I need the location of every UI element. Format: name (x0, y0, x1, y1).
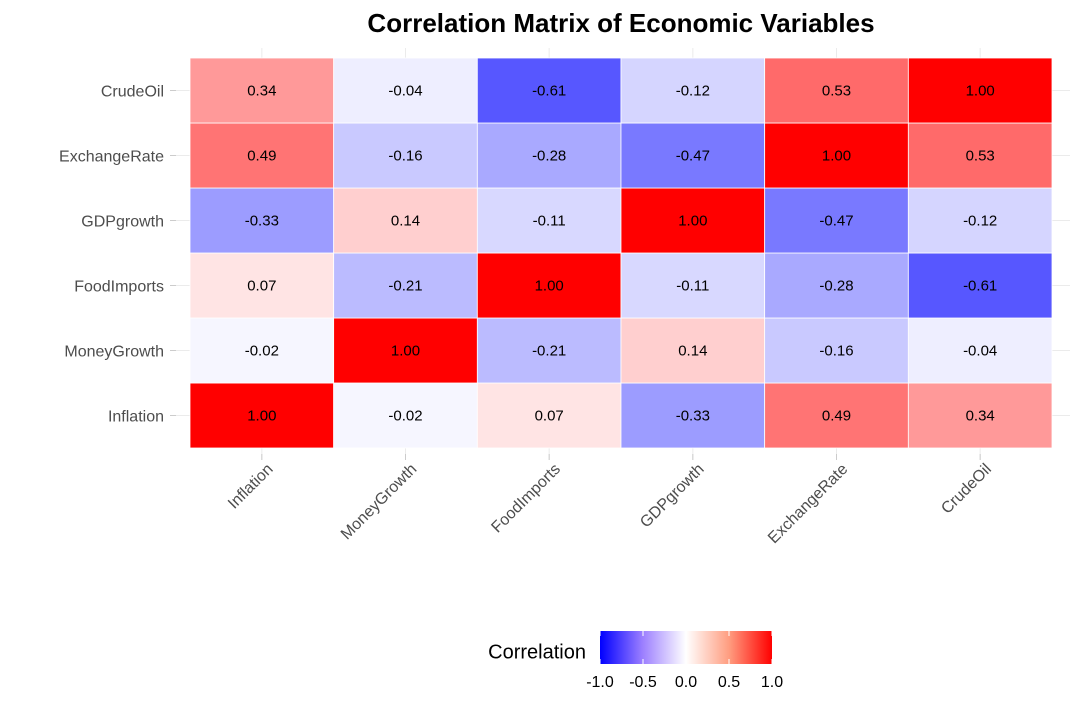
cell-value-label: -0.16 (819, 343, 853, 360)
cell-value-label: 0.53 (822, 83, 851, 100)
x-tick-label-exchangerate: ExchangeRate (765, 461, 851, 547)
heatmap-cell-moneygrowth-exchangerate (764, 317, 909, 384)
cell-value-label: -0.33 (245, 213, 279, 230)
heatmap-cell-moneygrowth-foodimports (476, 317, 622, 384)
heatmap-cell-crudeoil-crudeoil (907, 57, 1053, 124)
x-tick-label-moneygrowth: MoneyGrowth (338, 461, 420, 543)
cell-value-label: -0.11 (533, 213, 566, 230)
cell-value-label: -0.21 (388, 278, 422, 295)
cell-value-label: -0.47 (676, 148, 710, 165)
y-tick-label-crudeoil: CrudeOil (101, 84, 164, 101)
heatmap-cell-crudeoil-foodimports (476, 57, 622, 124)
heatmap-cell-crudeoil-exchangerate (764, 57, 909, 124)
x-tick-label-inflation: Inflation (225, 461, 277, 513)
cell-value-label: 0.53 (966, 148, 995, 165)
heatmap-cell-inflation-gdpgrowth (620, 382, 766, 449)
cell-value-label: -0.02 (388, 408, 422, 425)
heatmap-cell-inflation-inflation (189, 382, 335, 449)
heatmap-cell-moneygrowth-crudeoil (907, 317, 1053, 384)
heatmap-cell-foodimports-inflation (189, 252, 335, 319)
heatmap-cell-inflation-crudeoil (907, 382, 1053, 449)
legend-tick-label: 0.0 (675, 674, 697, 691)
heatmap-cell-exchangerate-moneygrowth (333, 122, 478, 189)
heatmap-cell-gdpgrowth-exchangerate (764, 187, 909, 254)
y-tick-label-inflation: Inflation (108, 409, 164, 426)
cell-value-label: 0.49 (247, 148, 276, 165)
y-tick-label-exchangerate: ExchangeRate (59, 149, 164, 166)
cell-value-label: -0.28 (532, 148, 566, 165)
cell-value-label: -0.47 (819, 213, 853, 230)
heatmap-cell-inflation-foodimports (476, 382, 622, 449)
heatmap-cell-gdpgrowth-foodimports (476, 187, 622, 254)
cell-value-label: -0.02 (245, 343, 279, 360)
cell-value-label: -0.12 (676, 83, 710, 100)
x-tick-label-foodimports: FoodImports (488, 461, 564, 537)
heatmap-cell-gdpgrowth-crudeoil (907, 187, 1053, 254)
heatmap-cell-moneygrowth-moneygrowth (333, 317, 478, 384)
cell-value-label: -0.28 (819, 278, 853, 295)
cell-value-label: -0.61 (532, 83, 566, 100)
cell-value-label: 1.00 (966, 83, 995, 100)
heatmap-cell-foodimports-moneygrowth (333, 252, 478, 319)
heatmap-cell-foodimports-crudeoil (907, 252, 1053, 319)
cell-value-label: 0.34 (247, 83, 276, 100)
x-tick-label-gdpgrowth: GDPgrowth (637, 461, 708, 532)
heatmap-cell-gdpgrowth-inflation (189, 187, 335, 254)
cell-value-label: 0.14 (678, 343, 707, 360)
cell-value-label: -0.21 (532, 343, 566, 360)
heatmap-cell-foodimports-foodimports (476, 252, 622, 319)
cell-value-label: 1.00 (678, 213, 707, 230)
legend-tick-label: -1.0 (586, 674, 614, 691)
cell-value-label: 1.00 (247, 408, 276, 425)
cell-value-label: 0.14 (391, 213, 420, 230)
cell-value-label: 0.34 (966, 408, 995, 425)
cell-value-label: -0.33 (676, 408, 710, 425)
cell-value-label: 1.00 (391, 343, 420, 360)
heatmap-cell-exchangerate-exchangerate (764, 122, 909, 189)
cell-value-labels: 1.00 -0.02 0.07 -0.33 0.49 0.34 -0.02 1.00 -0.21… (245, 83, 998, 425)
cell-value-label: -0.11 (676, 278, 709, 295)
legend-title: Correlation (488, 642, 586, 664)
cell-value-label: 0.07 (247, 278, 276, 295)
legend-tick-label: 0.5 (718, 674, 740, 691)
heatmap-cell-inflation-exchangerate (764, 382, 909, 449)
y-tick-label-gdpgrowth: GDPgrowth (81, 214, 164, 231)
cell-value-label: -0.04 (963, 343, 997, 360)
heatmap-cell-exchangerate-gdpgrowth (620, 122, 766, 189)
x-tick-label-crudeoil: CrudeOil (938, 461, 995, 518)
chart-title: Correlation Matrix of Economic Variables (367, 8, 875, 38)
y-axis: Inflation MoneyGrowth FoodImports GDPgrowth… (59, 84, 176, 426)
legend-colorbar (600, 631, 772, 664)
heatmap-cell-foodimports-exchangerate (764, 252, 909, 319)
y-tick-label-foodimports: FoodImports (74, 279, 164, 296)
heatmap-cells (189, 57, 1053, 449)
heatmap-cell-crudeoil-moneygrowth (333, 57, 478, 124)
legend-tick-label: 1.0 (761, 674, 783, 691)
cell-value-label: -0.04 (388, 83, 422, 100)
cell-value-label: -0.61 (963, 278, 997, 295)
heatmap-cell-gdpgrowth-moneygrowth (333, 187, 478, 254)
cell-value-label: -0.16 (388, 148, 422, 165)
legend: Correlation-1.0 -0.5 0.0 0.5 1.0 (488, 631, 783, 691)
legend-tick-label: -0.5 (629, 674, 657, 691)
cell-value-label: -0.12 (963, 213, 997, 230)
heatmap-cell-moneygrowth-gdpgrowth (620, 317, 766, 384)
y-tick-label-moneygrowth: MoneyGrowth (64, 344, 164, 361)
cell-value-label: 1.00 (535, 278, 564, 295)
heatmap-cell-exchangerate-inflation (189, 122, 335, 189)
cell-value-label: 0.49 (822, 408, 851, 425)
heatmap-cell-exchangerate-crudeoil (907, 122, 1053, 189)
cell-value-label: 1.00 (822, 148, 851, 165)
x-axis: Inflation MoneyGrowth FoodImports GDPgrowth… (225, 454, 995, 547)
cell-value-label: 0.07 (535, 408, 564, 425)
